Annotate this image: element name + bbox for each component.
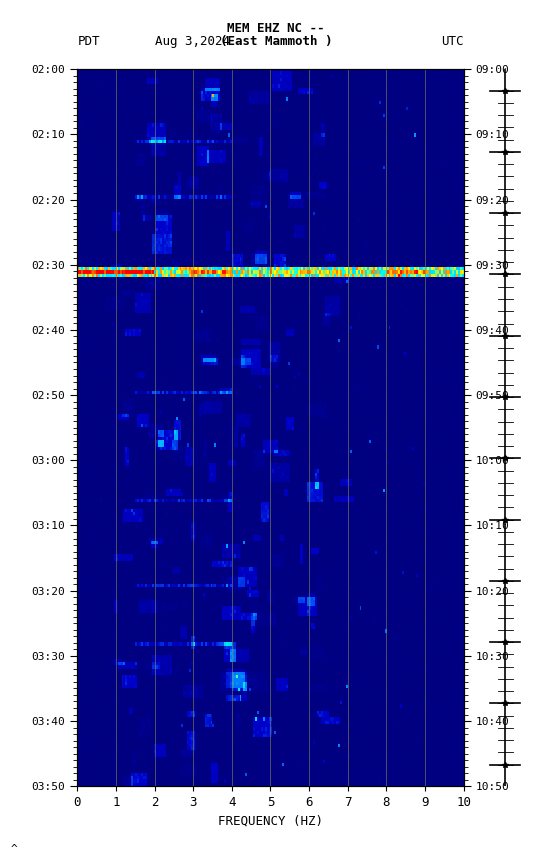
Text: MEM EHZ NC --: MEM EHZ NC -- — [227, 22, 325, 35]
Text: Aug 3,2024: Aug 3,2024 — [155, 35, 230, 48]
Text: (East Mammoth ): (East Mammoth ) — [220, 35, 332, 48]
Text: ^: ^ — [11, 843, 18, 854]
Text: UTC: UTC — [441, 35, 464, 48]
X-axis label: FREQUENCY (HZ): FREQUENCY (HZ) — [218, 815, 323, 828]
Text: PDT: PDT — [77, 35, 100, 48]
